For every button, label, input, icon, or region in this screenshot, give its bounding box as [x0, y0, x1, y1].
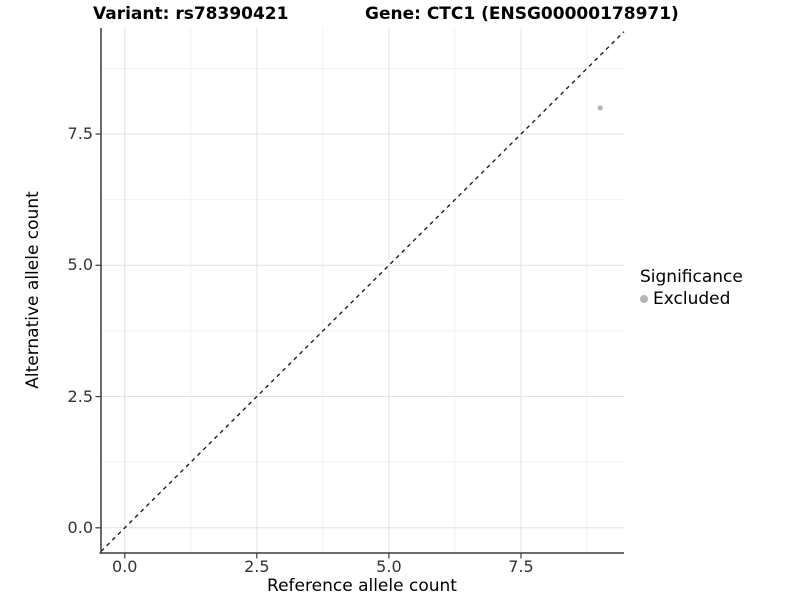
legend-item-excluded: Excluded [640, 289, 743, 309]
y-tick-label: 5.0 [67, 255, 93, 275]
variant-title: Variant: rs78390421 [93, 4, 289, 24]
y-tick-label: 7.5 [67, 124, 93, 144]
legend: Significance Excluded [640, 267, 743, 309]
legend-title: Significance [640, 267, 743, 287]
y-tick-label: 0.0 [67, 517, 93, 537]
x-axis-title: Reference allele count [267, 576, 457, 596]
gene-title: Gene: CTC1 (ENSG00000178971) [365, 4, 679, 24]
x-tick-label: 2.5 [244, 557, 270, 576]
y-axis-title: Alternative allele count [23, 191, 43, 389]
x-tick-label: 7.5 [508, 557, 534, 576]
plot-area-svg [95, 28, 625, 559]
legend-item-label: Excluded [653, 289, 731, 309]
x-tick-label: 5.0 [376, 557, 402, 576]
plot-panel [95, 28, 625, 559]
y-tick-label: 2.5 [67, 386, 93, 406]
x-tick-label: 0.0 [112, 557, 138, 576]
excluded-point-swatch [640, 295, 648, 303]
